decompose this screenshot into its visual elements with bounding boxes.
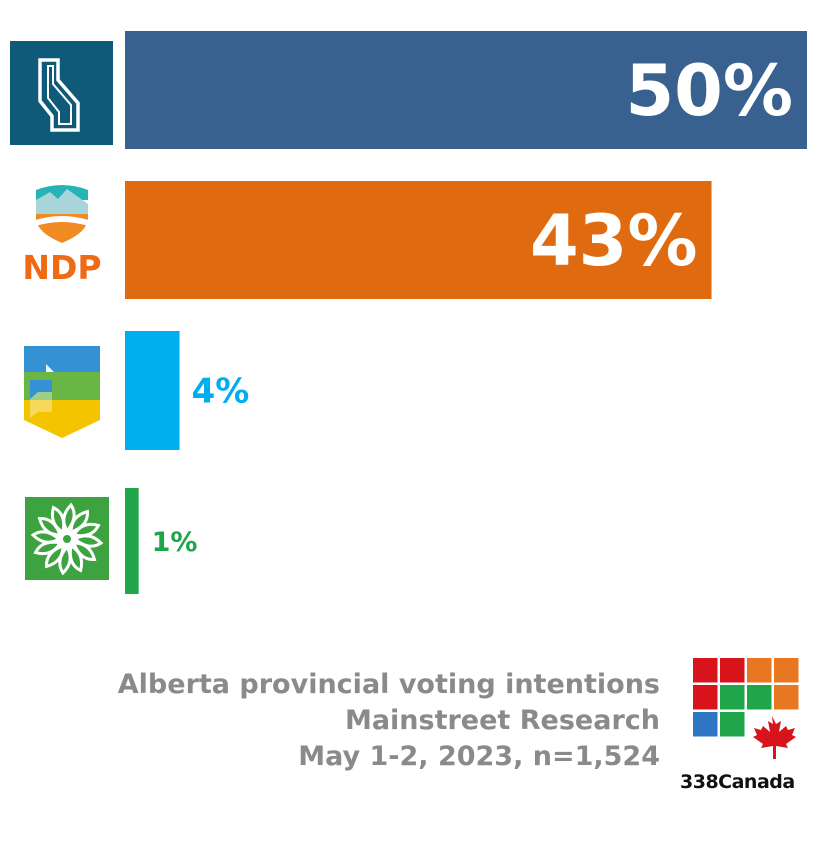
bar-value-label: 50% (625, 50, 793, 132)
bar-green-party (125, 488, 139, 594)
caption-pollster: Mainstreet Research (344, 705, 660, 736)
338canada-wordmark: 338Canada (680, 771, 795, 793)
338canada-logo-icon (693, 658, 802, 767)
bar-value-label: 1% (152, 527, 198, 558)
bar-value-label: 4% (192, 372, 250, 412)
brand-tile (747, 658, 772, 683)
bar-alberta-party (125, 331, 180, 450)
brand-tile (720, 685, 745, 710)
brand-tile (747, 685, 772, 710)
caption-date-sample: May 1-2, 2023, n=1,524 (298, 741, 660, 772)
caption-title: Alberta provincial voting intentions (117, 669, 660, 700)
maple-leaf-icon (753, 716, 796, 759)
bar-ucp (125, 31, 807, 149)
ucp-logo-icon (10, 41, 113, 145)
brand-tile (720, 712, 745, 737)
petal-shape (50, 505, 66, 535)
bar-value-label: 43% (530, 200, 698, 282)
ndp-logo-icon: NDP (22, 185, 102, 287)
bar-chart: NDP 50% 43% 4% 1% (10, 31, 807, 594)
ndp-logo-text: NDP (22, 248, 101, 287)
alberta-party-logo-icon (24, 346, 100, 438)
green-party-logo-icon (25, 497, 109, 580)
brand-tile (774, 658, 799, 683)
brand-tile (693, 658, 718, 683)
brand-tile (693, 685, 718, 710)
bar-ndp (125, 181, 712, 299)
brand-tile (774, 685, 799, 710)
chart-caption: Alberta provincial voting intentions Mai… (118, 667, 660, 775)
brand-tile (693, 712, 718, 737)
brand-tile (720, 658, 745, 683)
